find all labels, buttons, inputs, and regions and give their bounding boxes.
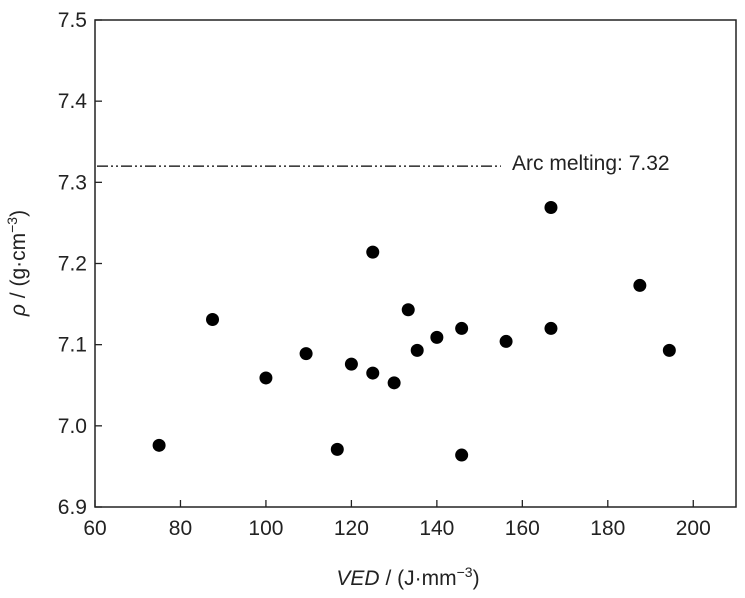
x-tick-label: 60 (83, 517, 106, 540)
y-tick-label: 7.0 (58, 415, 87, 438)
data-point (206, 313, 220, 327)
data-point (455, 448, 469, 462)
y-axis-title-unit: / (g·cm (7, 233, 30, 304)
x-axis-title-unit: / (J·mm (380, 567, 457, 590)
data-point (330, 442, 344, 456)
y-tick-label: 7.4 (58, 90, 88, 113)
data-point (544, 321, 558, 335)
x-axis-title-exponent: −3 (457, 564, 473, 580)
data-points (152, 200, 676, 462)
x-tick-label: 80 (169, 517, 192, 540)
y-axis-title-symbol: ρ (7, 304, 30, 317)
x-axis-title-symbol: VED (336, 567, 379, 590)
x-axis-ticks: 60 80 100 120 140 160 180 200 (83, 500, 711, 540)
data-point (544, 200, 558, 214)
data-point (152, 438, 166, 452)
y-tick-label: 7.5 (58, 9, 87, 32)
y-axis-title: ρ / (g·cm−3) (4, 210, 30, 317)
data-point (455, 321, 469, 335)
y-axis-title-close: ) (7, 210, 30, 217)
y-tick-label: 7.3 (58, 171, 87, 194)
data-point (430, 330, 444, 344)
data-point (410, 343, 424, 357)
data-point (633, 278, 647, 292)
data-point (344, 357, 358, 371)
plot-frame (94, 19, 737, 508)
y-axis-title-exponent: −3 (4, 217, 20, 233)
x-axis-title: VED / (J·mm−3) (336, 564, 479, 590)
data-point (499, 334, 513, 348)
data-point (366, 366, 380, 380)
y-tick-label: 6.9 (58, 496, 87, 519)
y-tick-label: 7.2 (58, 253, 87, 276)
data-point (259, 371, 273, 385)
data-point (366, 245, 380, 259)
x-tick-label: 180 (590, 517, 625, 540)
x-tick-label: 160 (505, 517, 540, 540)
x-tick-label: 100 (248, 517, 283, 540)
data-point (662, 343, 676, 357)
arc-melting-annotation: Arc melting: 7.32 (512, 152, 670, 175)
y-tick-label: 7.1 (58, 334, 87, 357)
data-point (299, 347, 313, 361)
data-point (401, 303, 415, 317)
data-point (387, 376, 401, 390)
y-axis-ticks: 6.9 7.0 7.1 7.2 7.3 7.4 7.5 (58, 9, 102, 519)
x-axis-title-close: ) (473, 567, 480, 590)
x-tick-label: 140 (419, 517, 454, 540)
x-tick-label: 200 (676, 517, 711, 540)
x-tick-label: 120 (334, 517, 369, 540)
